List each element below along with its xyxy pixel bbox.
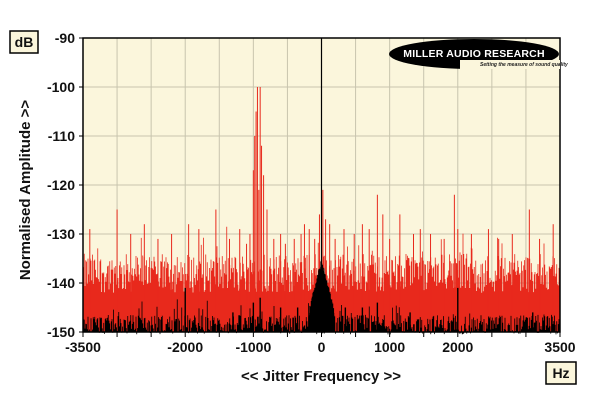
y-tick-label: -150 <box>47 324 75 340</box>
logo-tagline: Setting the measure of sound quality <box>480 62 568 68</box>
y-tick-label: -110 <box>48 128 75 144</box>
x-axis-title: << Jitter Frequency >> <box>241 368 401 385</box>
x-tick-label: 2000 <box>442 339 473 355</box>
x-tick-label: -3500 <box>65 339 101 355</box>
x-tick-label: 3500 <box>544 339 575 355</box>
y-tick-label: -100 <box>47 79 75 95</box>
x-unit-box: Hz <box>545 361 577 385</box>
y-tick-label: -90 <box>55 30 75 46</box>
y-tick-labels: -90 -100 -110 -120 -130 -140 -150 <box>47 30 83 340</box>
y-tick-label: -130 <box>47 226 75 242</box>
x-tick-label: 0 <box>318 339 326 355</box>
y-unit-box: dB <box>9 30 39 54</box>
x-tick-label: -1000 <box>235 339 271 355</box>
miller-audio-research-logo: MILLER AUDIO RESEARCH Setting the measur… <box>389 39 568 69</box>
x-tick-label: -2000 <box>167 339 203 355</box>
y-axis-title: Normalised Amplitude >> <box>17 100 34 281</box>
y-tick-label: -140 <box>47 275 75 291</box>
x-tick-labels: -3500 -2000 -1000 0 1000 2000 3500 <box>65 332 576 355</box>
y-unit-label: dB <box>15 34 34 50</box>
x-tick-label: 1000 <box>374 339 405 355</box>
x-unit-label: Hz <box>552 365 569 381</box>
y-tick-label: -120 <box>47 177 75 193</box>
logo-text: MILLER AUDIO RESEARCH <box>403 48 544 60</box>
